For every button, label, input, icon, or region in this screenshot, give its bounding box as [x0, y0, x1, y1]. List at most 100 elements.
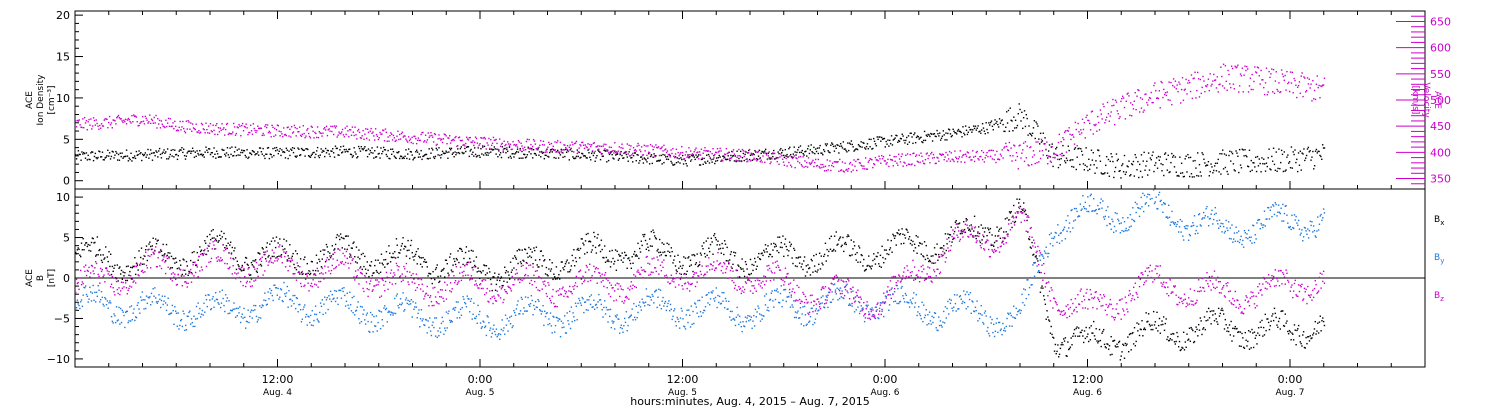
data-point-by	[437, 330, 439, 332]
data-point-by	[154, 287, 156, 289]
data-point-by	[421, 320, 423, 322]
data-point-velocity	[168, 125, 171, 128]
data-point-bx	[1320, 330, 1322, 332]
data-point-by	[177, 312, 179, 314]
data-point-by	[248, 321, 250, 324]
data-point-velocity	[955, 157, 958, 160]
data-point-bx	[904, 237, 907, 239]
data-point-velocity	[1020, 157, 1022, 159]
data-point-bx	[1073, 332, 1075, 335]
data-point-density	[614, 150, 616, 152]
data-point-velocity	[333, 125, 336, 127]
data-point-density	[871, 148, 873, 150]
data-point-density	[802, 152, 804, 155]
data-point-bx	[201, 253, 204, 255]
data-point-density	[1208, 175, 1211, 177]
data-point-density	[151, 159, 154, 161]
data-point-velocity	[891, 159, 894, 161]
data-point-density	[925, 134, 928, 136]
data-point-velocity	[811, 161, 813, 163]
data-point-density	[1152, 151, 1154, 153]
data-point-density	[379, 157, 381, 159]
data-point-velocity	[1192, 77, 1194, 80]
data-point-bx	[924, 258, 927, 261]
data-point-density	[1313, 165, 1316, 167]
data-point-velocity	[381, 133, 383, 135]
data-point-velocity	[677, 151, 679, 154]
data-point-bx	[713, 234, 715, 237]
data-point-by	[304, 304, 306, 306]
data-point-velocity	[1009, 154, 1011, 157]
data-point-velocity	[351, 126, 354, 128]
data-point-density	[425, 153, 428, 156]
data-point-bx	[420, 257, 423, 259]
data-point-density	[927, 133, 929, 136]
data-point-bx	[1311, 337, 1313, 339]
data-point-density	[1162, 163, 1164, 166]
data-point-density	[533, 152, 536, 155]
data-point-bx	[858, 245, 860, 247]
data-point-velocity	[334, 127, 337, 129]
data-point-velocity	[703, 149, 705, 152]
data-point-by	[207, 294, 209, 296]
data-point-density	[1130, 174, 1132, 176]
data-point-bx	[424, 261, 427, 264]
data-point-bx	[977, 232, 979, 234]
data-point-density	[661, 163, 663, 165]
data-point-by	[514, 311, 516, 314]
data-point-density	[445, 150, 447, 152]
data-point-density	[896, 135, 898, 137]
data-point-density	[250, 153, 253, 156]
data-point-velocity	[1249, 77, 1252, 79]
data-point-bx	[148, 243, 150, 245]
data-point-bx	[1136, 322, 1138, 324]
data-point-density	[542, 151, 545, 154]
data-point-velocity	[645, 145, 647, 147]
data-point-bx	[945, 249, 947, 252]
data-point-bx	[214, 238, 217, 240]
data-point-velocity	[528, 138, 530, 141]
data-point-velocity	[519, 149, 521, 152]
data-point-bx	[483, 264, 485, 266]
data-point-by	[438, 335, 440, 337]
data-point-bx	[466, 261, 468, 264]
data-point-velocity	[981, 158, 984, 161]
data-point-bx	[968, 229, 970, 231]
data-point-density	[309, 156, 312, 158]
data-point-velocity	[1139, 97, 1142, 99]
data-point-density	[781, 151, 783, 154]
data-point-density	[555, 157, 557, 159]
data-point-bx	[736, 269, 738, 272]
data-point-density	[260, 151, 263, 153]
data-point-velocity	[122, 121, 124, 124]
data-point-bx	[94, 255, 97, 257]
data-point-density	[902, 135, 904, 137]
data-point-density	[660, 154, 662, 157]
data-point-density	[1316, 152, 1319, 154]
data-point-velocity	[357, 130, 359, 132]
data-point-velocity	[707, 150, 710, 152]
data-point-by	[285, 292, 288, 294]
data-point-by	[530, 295, 533, 297]
data-point-bx	[374, 264, 376, 267]
data-point-velocity	[1071, 134, 1073, 136]
data-point-velocity	[407, 141, 409, 143]
data-point-velocity	[1073, 143, 1076, 145]
data-point-density	[905, 139, 907, 142]
data-point-bx	[360, 253, 363, 256]
data-point-velocity	[147, 122, 149, 124]
data-point-density	[585, 157, 587, 159]
data-point-by	[293, 302, 295, 305]
data-point-density	[361, 148, 363, 150]
data-point-by	[346, 292, 348, 295]
data-point-velocity	[226, 122, 229, 125]
data-point-density	[1140, 154, 1143, 156]
data-point-velocity	[1102, 103, 1104, 105]
data-point-density	[1058, 158, 1061, 161]
data-point-by	[149, 304, 152, 306]
data-point-density	[119, 152, 122, 154]
data-point-velocity	[279, 135, 281, 137]
data-point-density	[144, 152, 147, 154]
data-point-bx	[371, 274, 373, 277]
data-point-bx	[982, 227, 984, 229]
